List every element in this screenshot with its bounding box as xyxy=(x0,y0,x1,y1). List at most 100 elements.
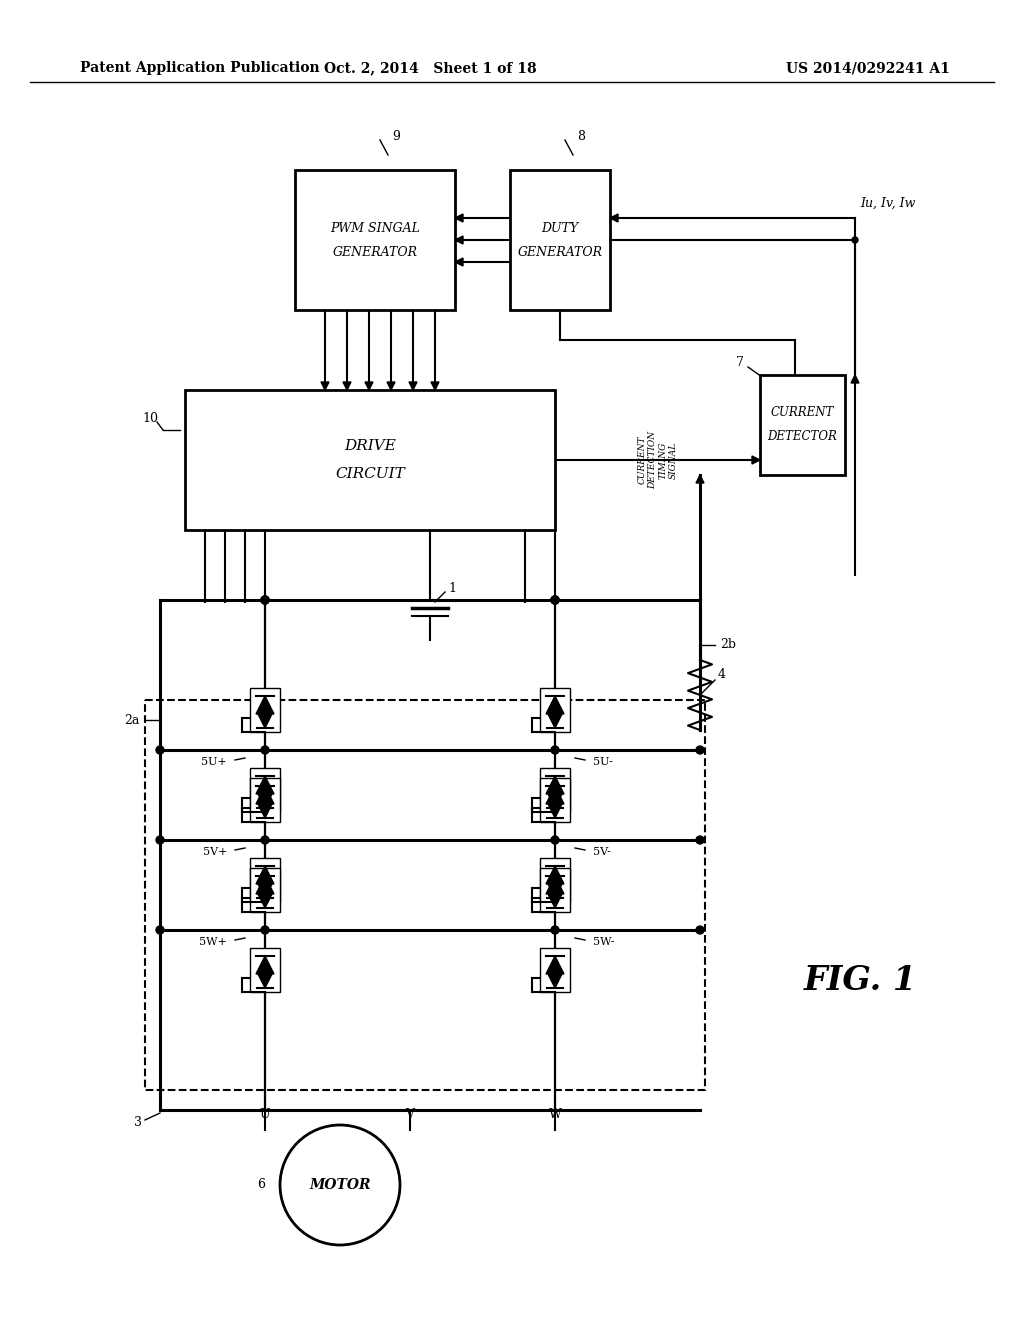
Text: DUTY: DUTY xyxy=(542,222,579,235)
Circle shape xyxy=(852,238,858,243)
Polygon shape xyxy=(455,257,463,267)
Circle shape xyxy=(156,836,164,843)
Text: Patent Application Publication: Patent Application Publication xyxy=(80,61,319,75)
Polygon shape xyxy=(256,876,274,894)
Bar xyxy=(185,389,555,531)
Bar xyxy=(250,869,280,912)
Polygon shape xyxy=(546,866,564,884)
Text: FIG. 1: FIG. 1 xyxy=(804,964,916,997)
Text: 2a: 2a xyxy=(125,714,140,726)
Text: W: W xyxy=(549,1109,561,1122)
Polygon shape xyxy=(257,882,273,898)
Text: 5W+: 5W+ xyxy=(199,937,227,946)
Polygon shape xyxy=(256,956,274,974)
Text: US 2014/0292241 A1: US 2014/0292241 A1 xyxy=(786,61,950,75)
Circle shape xyxy=(696,836,705,843)
Polygon shape xyxy=(546,696,564,714)
Bar xyxy=(540,688,570,733)
Bar xyxy=(250,948,280,993)
Text: CIRCUIT: CIRCUIT xyxy=(335,467,404,480)
Text: 6: 6 xyxy=(257,1179,265,1192)
Text: PWM SINGAL: PWM SINGAL xyxy=(330,222,420,235)
Bar xyxy=(250,688,280,733)
Text: DRIVE: DRIVE xyxy=(344,440,396,453)
Circle shape xyxy=(156,746,164,754)
Polygon shape xyxy=(455,236,463,244)
Text: U: U xyxy=(260,1109,270,1122)
Polygon shape xyxy=(547,711,563,729)
Text: 5V-: 5V- xyxy=(593,847,611,857)
Text: 8: 8 xyxy=(577,131,585,144)
Text: 10: 10 xyxy=(142,412,158,425)
Bar xyxy=(295,170,455,310)
Bar xyxy=(510,170,610,310)
Polygon shape xyxy=(343,381,351,389)
Polygon shape xyxy=(256,776,274,795)
Text: 5U+: 5U+ xyxy=(202,756,227,767)
Polygon shape xyxy=(256,696,274,714)
Circle shape xyxy=(551,597,559,605)
Text: 1: 1 xyxy=(449,582,456,594)
Circle shape xyxy=(696,927,705,935)
Text: 5V+: 5V+ xyxy=(203,847,227,857)
Circle shape xyxy=(551,597,559,605)
Circle shape xyxy=(261,597,269,605)
Polygon shape xyxy=(547,882,563,898)
Bar xyxy=(145,700,705,1090)
Polygon shape xyxy=(752,455,760,465)
Bar xyxy=(540,869,570,912)
Bar xyxy=(250,777,280,822)
Circle shape xyxy=(261,927,269,935)
Text: CURRENT: CURRENT xyxy=(771,407,835,420)
Text: MOTOR: MOTOR xyxy=(309,1177,371,1192)
Polygon shape xyxy=(547,892,563,908)
Bar xyxy=(250,768,280,812)
Polygon shape xyxy=(321,381,329,389)
Polygon shape xyxy=(851,375,859,383)
Polygon shape xyxy=(257,803,273,818)
Polygon shape xyxy=(257,792,273,808)
Circle shape xyxy=(551,597,559,605)
Polygon shape xyxy=(610,214,618,222)
Text: Iu, Iv, Iw: Iu, Iv, Iw xyxy=(860,197,915,210)
Circle shape xyxy=(261,597,269,605)
Polygon shape xyxy=(387,381,395,389)
Circle shape xyxy=(551,746,559,754)
Circle shape xyxy=(261,746,269,754)
Circle shape xyxy=(261,597,269,605)
Bar xyxy=(540,768,570,812)
Polygon shape xyxy=(546,785,564,804)
Polygon shape xyxy=(547,792,563,808)
Polygon shape xyxy=(257,892,273,908)
Text: 9: 9 xyxy=(392,131,400,144)
Polygon shape xyxy=(546,956,564,974)
Text: GENERATOR: GENERATOR xyxy=(517,246,602,259)
Polygon shape xyxy=(547,972,563,987)
Polygon shape xyxy=(696,475,705,483)
Circle shape xyxy=(551,927,559,935)
Text: 4: 4 xyxy=(718,668,726,681)
Bar xyxy=(540,777,570,822)
Text: CURRENT
DETECTION
TIMING
SIGNAL: CURRENT DETECTION TIMING SIGNAL xyxy=(637,430,678,490)
Bar xyxy=(540,858,570,902)
Polygon shape xyxy=(365,381,373,389)
Circle shape xyxy=(551,836,559,843)
Text: 5U-: 5U- xyxy=(593,756,613,767)
Circle shape xyxy=(156,927,164,935)
Text: DETECTOR: DETECTOR xyxy=(768,430,838,444)
Circle shape xyxy=(696,746,705,754)
Bar xyxy=(540,948,570,993)
Polygon shape xyxy=(431,381,439,389)
Text: 5W-: 5W- xyxy=(593,937,614,946)
Polygon shape xyxy=(455,214,463,222)
Bar xyxy=(250,858,280,902)
Polygon shape xyxy=(546,776,564,795)
Polygon shape xyxy=(256,785,274,804)
Bar xyxy=(760,375,845,475)
Text: 7: 7 xyxy=(736,356,744,370)
Text: 2b: 2b xyxy=(720,639,736,652)
Text: 3: 3 xyxy=(134,1115,142,1129)
Circle shape xyxy=(261,836,269,843)
Polygon shape xyxy=(257,972,273,987)
Polygon shape xyxy=(257,711,273,729)
